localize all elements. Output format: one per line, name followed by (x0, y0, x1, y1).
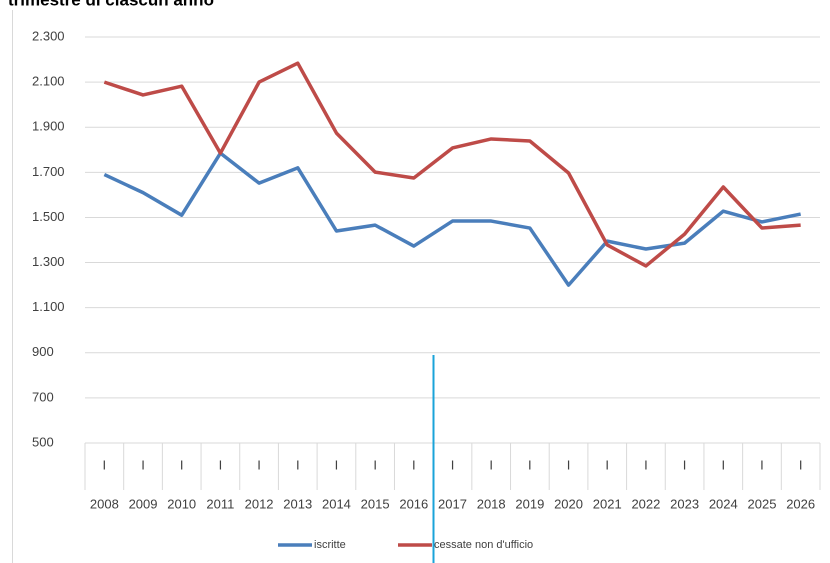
y-tick-label: 1.700 (32, 164, 65, 179)
chart-title: trimestre di ciascun anno (8, 0, 214, 9)
x-subtick-label: I (451, 457, 455, 472)
x-subtick-label: I (180, 457, 184, 472)
x-subtick-label: I (644, 457, 648, 472)
y-tick-label: 700 (32, 389, 54, 404)
x-subtick-label: I (219, 457, 223, 472)
x-tick-label: 2026 (786, 496, 815, 511)
x-subtick-label: I (567, 457, 571, 472)
x-tick-label: 2019 (515, 496, 544, 511)
x-subtick-label: I (296, 457, 300, 472)
x-tick-label: 2025 (748, 496, 777, 511)
x-tick-label: 2024 (709, 496, 738, 511)
y-tick-label: 2.300 (32, 28, 65, 43)
x-subtick-label: I (721, 457, 725, 472)
y-tick-label: 900 (32, 344, 54, 359)
legend-label: cessate non d'ufficio (434, 539, 533, 551)
x-subtick-label: I (412, 457, 416, 472)
y-tick-label: 1.500 (32, 209, 65, 224)
x-subtick-label: I (528, 457, 532, 472)
x-tick-label: 2012 (245, 496, 274, 511)
x-subtick-label: I (489, 457, 493, 472)
x-tick-label: 2016 (399, 496, 428, 511)
x-subtick-label: I (605, 457, 609, 472)
x-tick-label: 2017 (438, 496, 467, 511)
x-subtick-label: I (683, 457, 687, 472)
x-tick-label: 2015 (361, 496, 390, 511)
x-tick-label: 2009 (129, 496, 158, 511)
x-tick-label: 2011 (206, 496, 234, 511)
x-subtick-label: I (141, 457, 145, 472)
x-subtick-label: I (257, 457, 261, 472)
x-tick-label: 2020 (554, 496, 583, 511)
x-tick-label: 2022 (631, 496, 660, 511)
x-subtick-label: I (103, 457, 107, 472)
y-tick-label: 500 (32, 434, 54, 449)
x-subtick-label: I (373, 457, 377, 472)
x-tick-label: 2008 (90, 496, 119, 511)
x-subtick-label: I (335, 457, 339, 472)
y-tick-label: 1.300 (32, 254, 65, 269)
x-tick-label: 2010 (167, 496, 196, 511)
x-tick-label: 2013 (283, 496, 312, 511)
x-subtick-label: I (799, 457, 803, 472)
x-subtick-label: I (760, 457, 764, 472)
y-tick-label: 2.100 (32, 74, 65, 89)
x-tick-label: 2018 (477, 496, 506, 511)
y-tick-label: 1.900 (32, 119, 65, 134)
line-series (103, 61, 801, 268)
legend-label: iscritte (314, 539, 346, 551)
y-tick-label: 1.100 (32, 299, 65, 314)
x-tick-label: 2023 (670, 496, 699, 511)
x-tick-label: 2021 (593, 496, 622, 511)
x-tick-label: 2014 (322, 496, 351, 511)
